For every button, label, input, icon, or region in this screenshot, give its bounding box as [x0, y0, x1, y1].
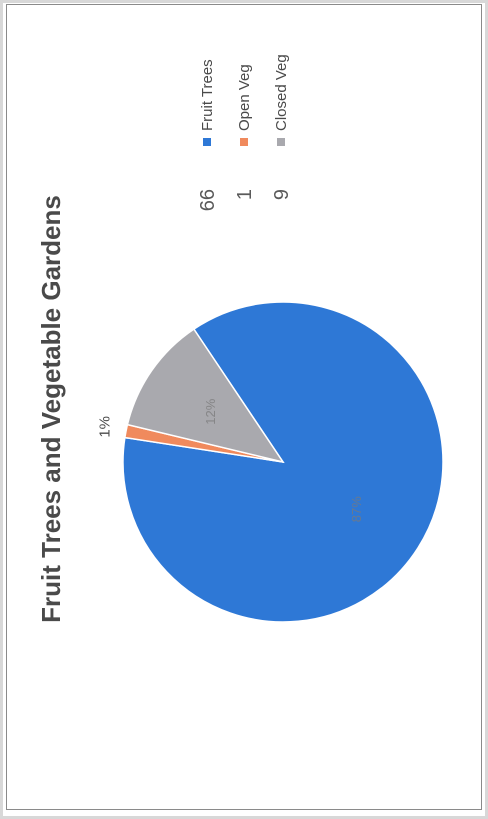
- legend-swatch-open-veg: [240, 138, 248, 146]
- legend-swatch-closed-veg: [277, 138, 285, 146]
- pie-slice-closed-veg: [126, 328, 285, 464]
- legend-count-fruit-trees: 66: [197, 189, 219, 211]
- pie-slices: [122, 301, 444, 623]
- chart-frame: [6, 4, 482, 810]
- legend-count-closed-veg: 9: [271, 189, 293, 200]
- legend-count-open-veg: 1: [234, 189, 256, 200]
- slice-labels: 87% 1% 12%: [96, 398, 364, 522]
- pct-label-fruit-trees: 87%: [349, 496, 364, 522]
- legend-swatch-fruit-trees: [203, 138, 211, 146]
- chart-title: Fruit Trees and Vegetable Gardens: [36, 195, 66, 623]
- legend: 66 Fruit Trees 1 Open Veg 9 Closed Veg: [197, 54, 293, 211]
- legend-label-closed-veg: Closed Veg: [273, 54, 290, 131]
- pct-label-open-veg: 1%: [96, 416, 113, 438]
- legend-label-fruit-trees: Fruit Trees: [199, 59, 216, 131]
- pct-label-closed-veg: 12%: [203, 398, 218, 424]
- legend-label-open-veg: Open Veg: [236, 64, 253, 131]
